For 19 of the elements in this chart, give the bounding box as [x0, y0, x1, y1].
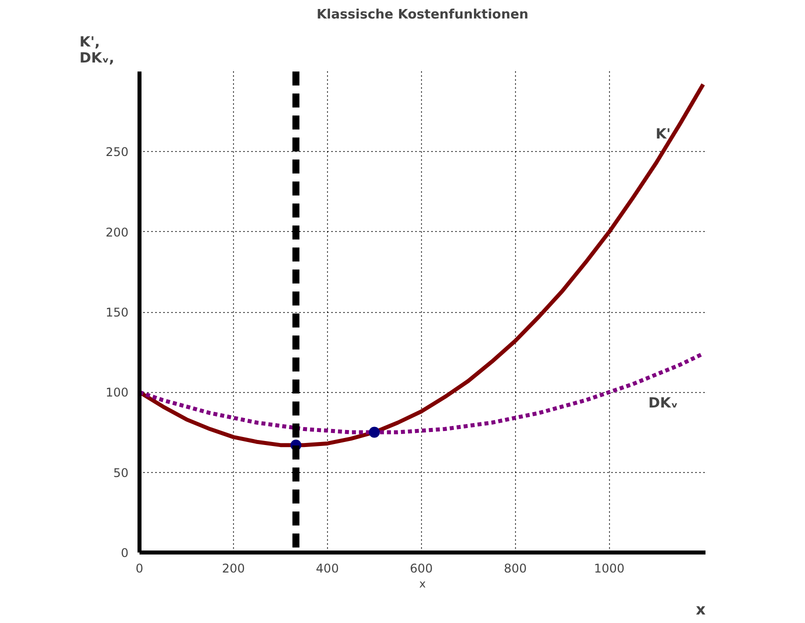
y-axis-title: K', DKᵥ,	[80, 34, 114, 66]
annotation: K'	[656, 126, 671, 142]
x-tick-label: 800	[504, 562, 527, 576]
y-tick-label: 50	[113, 466, 129, 480]
x-tick-label: 200	[222, 562, 245, 576]
y-tick-label: 150	[106, 306, 128, 320]
x-tick-label: 0	[136, 562, 144, 576]
x-tick-label: 600	[410, 562, 433, 576]
x-tick-label: 1000	[594, 562, 624, 576]
line-series	[140, 82, 706, 448]
y-tick-label: 200	[106, 225, 128, 240]
y-tick-label: 250	[106, 145, 128, 160]
text: x	[419, 578, 426, 590]
chart-title: Klassische Kostenfunktionen	[316, 8, 528, 22]
y-tick-label: 100	[106, 386, 128, 400]
x-tick-label: 400	[316, 562, 339, 576]
annotation: DKᵥ	[648, 396, 678, 412]
y-tick-label: 0	[120, 546, 129, 560]
x-axis-title: x	[696, 600, 706, 618]
